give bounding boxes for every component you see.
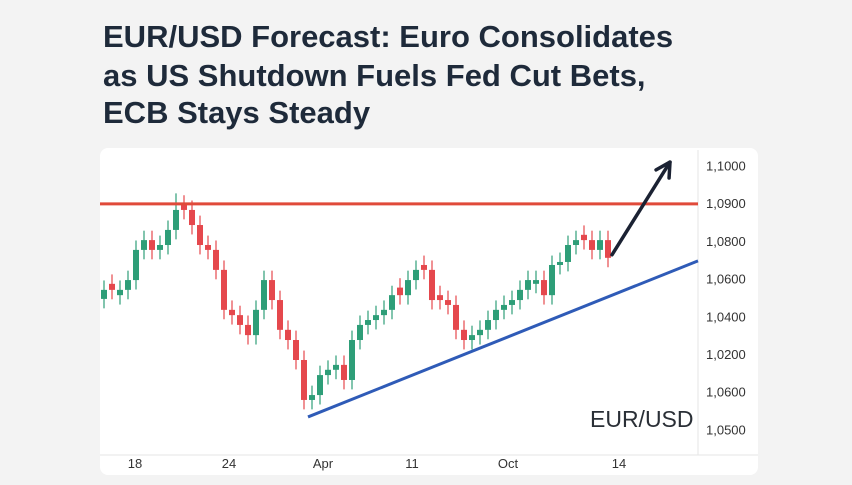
candle-body [437,295,443,301]
candle-body [573,240,579,246]
candle-body [141,240,147,250]
candle-body [325,369,331,376]
candle-body [549,264,555,296]
candle-body [421,264,427,270]
candle-body [277,300,283,330]
candle-body [589,240,595,250]
candle-body [349,340,355,380]
headline-line: EUR/USD Forecast: Euro Consolidates [103,19,673,54]
y-tick-label: 1,0600 [706,272,746,287]
candle-body [581,234,587,241]
candle-body [365,320,371,325]
y-tick-label: 1,0600 [706,385,746,400]
candle-body [205,245,211,250]
headline-line: as US Shutdown Fuels Fed Cut Bets, [103,58,646,93]
candle-body [309,395,315,400]
candle-body [221,269,227,310]
candle-body [485,320,491,330]
candle-body [477,329,483,336]
x-tick-label: 24 [222,456,236,471]
y-tick-label: 1,1000 [706,158,746,173]
candle-body [381,309,387,316]
candle-body [117,289,123,296]
candle-body [109,283,115,290]
candle-body [509,300,515,305]
candle-body [317,375,323,396]
candle-body [373,315,379,321]
candle-body [429,269,435,301]
candle-body [197,225,203,246]
candle-body [341,364,347,380]
candle-body [541,280,547,296]
series-label: EUR/USD [590,406,694,432]
candle-body [445,300,451,305]
candle-body [517,289,523,301]
candle-body [493,309,499,321]
candle-body [413,269,419,281]
candle-body [181,204,187,210]
arrow-head [654,160,672,180]
candle-body [461,329,467,341]
candle-body [557,261,563,265]
x-tick-label: 14 [612,456,626,471]
candle-body [389,295,395,310]
candle-body [189,209,195,226]
candle-body [229,309,235,316]
y-tick-label: 1,0900 [706,196,746,211]
x-tick-label: Oct [498,456,519,471]
candle-body [149,240,155,250]
x-tick-label: 11 [405,456,419,471]
y-tick-label: 1,0400 [706,309,746,324]
candle-body [213,249,219,270]
candle-body [261,280,267,310]
candle-body [293,340,299,360]
y-tick-label: 1,0800 [706,234,746,249]
candle-body [237,315,243,325]
x-tick-label: Apr [313,456,334,471]
candle-body [157,245,163,250]
candle-body [333,364,339,370]
candle-body [397,287,403,296]
candle-body [597,240,603,250]
candle-body [165,229,171,246]
candle-body [405,280,411,296]
candle-body [253,309,259,336]
arrow-shaft [610,160,672,257]
candle-body [357,324,363,341]
candle-body [605,240,611,258]
candle-body [469,335,475,341]
candle-body [525,280,531,290]
candle-body [101,289,107,299]
candle-body [285,329,291,341]
candle-body [245,324,251,336]
candle-body [301,359,307,400]
candle-body [501,304,507,310]
candle-body [125,280,131,290]
chart-card [100,148,758,475]
candle-body [133,249,139,281]
candle-body [269,280,275,301]
trend-line [307,259,699,419]
y-tick-label: 1,0200 [706,347,746,362]
x-tick-label: 18 [128,456,142,471]
candle-body [565,245,571,262]
headline-line: ECB Stays Steady [103,95,371,130]
candle-body [173,209,179,230]
candle-body [533,280,539,284]
candle-body [453,304,459,330]
y-tick-label: 1,0500 [706,422,746,437]
